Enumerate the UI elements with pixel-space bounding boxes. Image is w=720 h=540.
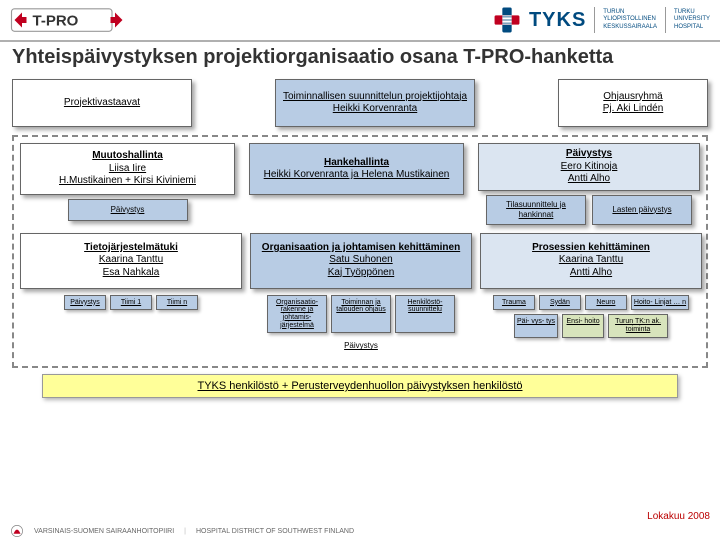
label: Toiminnallisen suunnittelun projektijoht… [282,91,468,104]
person: Heikki Korvenranta ja Helena Mustikainen [256,169,457,182]
sb-trauma: Trauma [493,295,535,311]
label: Hankehallinta [256,157,457,170]
col2-small: Organisaatio- rakenne ja johtamis- järje… [250,295,472,334]
person: Kaarina Tanttu [487,254,695,267]
col-paivystys: Päivystys Eero Kitinoja Antti Alho Tilas… [478,143,700,225]
sb-sydan: Sydän [539,295,581,311]
person: Liisa Iire [27,163,228,176]
box-prosessit: Prosessien kehittäminen Kaarina Tanttu A… [480,233,702,289]
svg-text:T-PRO: T-PRO [33,12,79,29]
person: Heikki Korvenranta [282,103,468,116]
row-middle: Muutoshallinta Liisa Iire H.Mustikainen … [20,143,700,225]
person: Kaj Työppönen [257,267,465,280]
tpro-logo: T-PRO [10,6,130,34]
sb-ensihoito: Ensi- hoito [562,314,604,337]
label: Ohjausryhmä [565,91,701,104]
header-tag-en: TURKU UNIVERSITY HOSPITAL [674,9,710,31]
sb-paivystys2: Päi- vys- tys [514,314,558,337]
box-hankehallinta: Hankehallinta Heikki Korvenranta ja Hele… [249,143,464,195]
label: Päivystys [71,205,185,215]
box-muutoshallinta: Muutoshallinta Liisa Iire H.Mustikainen … [20,143,235,195]
box-paivystys: Päivystys Eero Kitinoja Antti Alho [478,143,700,191]
row-top: Projektivastaavat Toiminnallisen suunnit… [12,79,708,127]
org-diagram: Projektivastaavat Toiminnallisen suunnit… [0,77,720,398]
sb-turuntk: Turun TK:n ak. toiminta [608,314,668,337]
person: Satu Suhonen [257,254,465,267]
footer-l1: VARSINAIS-SUOMEN SAIRAANHOITOPIIRI [34,528,174,535]
sb-orgjarj: Organisaatio- rakenne ja johtamis- järje… [267,295,327,334]
header-tag-fi: TURUN YLIOPISTOLLINEN KESKUSSAIRAALA [603,9,657,31]
label: Projektivastaavat [19,97,185,110]
label: Organisaation ja johtamisen kehittäminen [257,242,465,255]
col-prosessit: Prosessien kehittäminen Kaarina Tanttu A… [480,233,702,338]
person: Kaarina Tanttu [27,254,235,267]
page-title: Yhteispäivystyksen projektiorganisaatio … [0,42,720,77]
sb-paivystys: Päivystys [64,295,106,311]
footer-bar: VARSINAIS-SUOMEN SAIRAANHOITOPIIRI | HOS… [0,522,364,540]
header: T-PRO TYKS TURUN YLIOPISTOLLINEN KESKUSS… [0,0,720,42]
sb-talous: Toiminnan ja talouden ohjaus [331,295,391,334]
person: Esa Nahkala [27,267,235,280]
box-projektivastaavat: Projektivastaavat [12,79,192,127]
col-hankehallinta: Hankehallinta Heikki Korvenranta ja Hele… [249,143,464,195]
col-muutoshallinta: Muutoshallinta Liisa Iire H.Mustikainen … [20,143,235,221]
sb-henk: Henkilöstö- suunnittelu [395,295,455,334]
person: Eero Kitinoja [485,161,693,174]
col2-paivystys: Päivystys [250,341,472,350]
sb-tiimi1: Tiimi 1 [110,295,152,311]
row-bottom: Tietojärjestelmätuki Kaarina Tanttu Esa … [20,233,700,353]
col1-small: Päivystys Tiimi 1 Tiimi n [20,295,242,311]
box-tietojarjestelmatuki: Tietojärjestelmätuki Kaarina Tanttu Esa … [20,233,242,289]
label: Prosessien kehittäminen [487,242,695,255]
date-label: Lokakuu 2008 [647,511,710,522]
person: Antti Alho [485,173,693,186]
label: Tietojärjestelmätuki [27,242,235,255]
header-right: TYKS TURUN YLIOPISTOLLINEN KESKUSSAIRAAL… [493,6,710,34]
tyks-logo-text: TYKS [529,9,586,32]
footer-l2: HOSPITAL DISTRICT OF SOUTHWEST FINLAND [196,528,354,535]
tyks-cross-icon [493,6,521,34]
dashed-container: Muutoshallinta Liisa Iire H.Mustikainen … [12,135,708,368]
box-ohjausryhma: Ohjausryhmä Pj. Aki Lindén [558,79,708,127]
person: Pj. Aki Lindén [565,103,701,116]
footer-logo-icon [10,524,24,538]
col-organisaatio: Organisaation ja johtamisen kehittäminen… [250,233,472,353]
paiv-minis: Tilasuunnittelu ja hankinnat Lasten päiv… [478,195,700,225]
box-lasten-paivystys: Lasten päivystys [592,195,692,225]
box-tilasuunnittelu: Tilasuunnittelu ja hankinnat [486,195,586,225]
col-tietojarjestelmatuki: Tietojärjestelmätuki Kaarina Tanttu Esa … [20,233,242,311]
box-toiminnallisen: Toiminnallisen suunnittelun projektijoht… [275,79,475,127]
box-organisaatio: Organisaation ja johtamisen kehittäminen… [250,233,472,289]
sb-tiimin: Tiimi n [156,295,198,311]
footer-band: TYKS henkilöstö + Perusterveydenhuollon … [42,374,678,398]
sb-neuro: Neuro [585,295,627,311]
col3-small: Trauma Sydän Neuro Hoito- Linjat … n Päi… [480,295,702,338]
label: Päivystys [485,148,693,161]
box-muutos-paivystys: Päivystys [68,199,188,221]
person: H.Mustikainen + Kirsi Kiviniemi [27,175,228,188]
label: Muutoshallinta [27,150,228,163]
sb-hoitolinjat: Hoito- Linjat … n [631,295,689,311]
person: Antti Alho [487,267,695,280]
